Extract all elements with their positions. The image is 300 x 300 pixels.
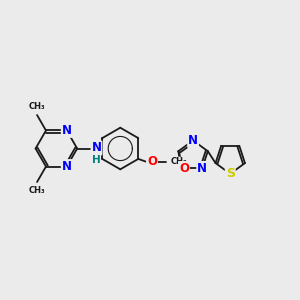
Text: S: S <box>226 167 235 180</box>
Text: N: N <box>62 124 72 137</box>
Text: N: N <box>197 162 207 175</box>
Text: CH₂: CH₂ <box>170 157 187 166</box>
Text: O: O <box>179 162 189 175</box>
Text: O: O <box>147 155 157 168</box>
Text: N: N <box>62 160 72 173</box>
Text: N: N <box>188 134 198 147</box>
Text: CH₃: CH₃ <box>29 186 45 195</box>
Text: H: H <box>92 155 101 165</box>
Text: CH₃: CH₃ <box>29 103 45 112</box>
Text: N: N <box>92 141 101 154</box>
